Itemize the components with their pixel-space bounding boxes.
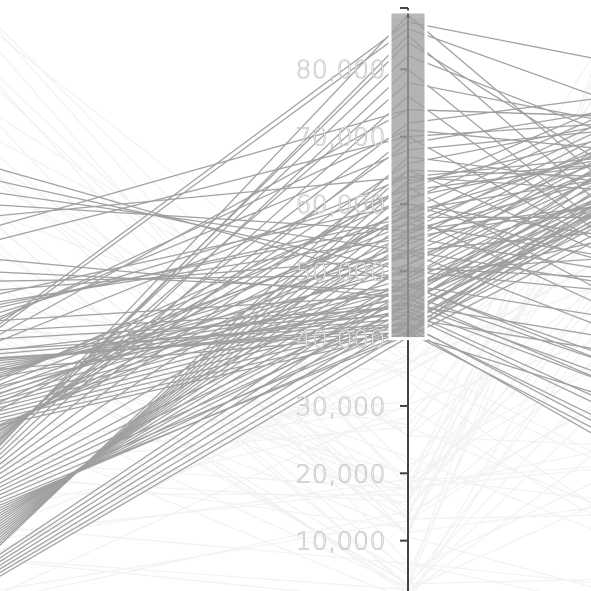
dimmed-line (0, 321, 591, 591)
tick-label: 70,000 (296, 123, 386, 152)
axis-brush[interactable] (388, 10, 428, 341)
brush-extent[interactable] (388, 10, 428, 341)
axis-tick-labels: 10,000 20,000 30,000 40,000 50,000 60,000 70,0… (295, 55, 386, 556)
tick-label: 40,000 (296, 325, 386, 354)
tick-label: 60,000 (296, 190, 386, 219)
tick-label: 10,000 (296, 527, 386, 556)
dimmed-line (0, 143, 591, 491)
dimmed-line (0, 284, 591, 591)
tick-label: 50,000 (296, 257, 386, 286)
tick-label: 20,000 (296, 459, 386, 488)
dimmed-line (0, 318, 591, 591)
dimmed-line (0, 72, 591, 585)
tick-label: 80,000 (296, 55, 386, 84)
tick-label: 30,000 (296, 392, 386, 421)
